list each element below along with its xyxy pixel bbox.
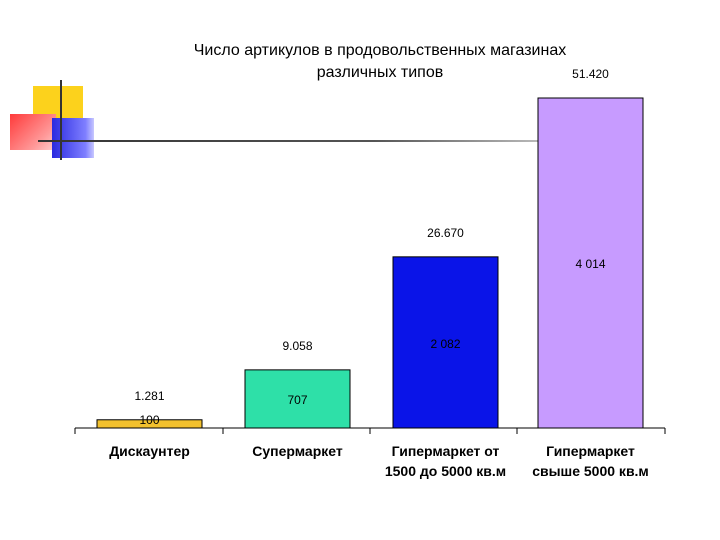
bar-4 (537, 97, 644, 429)
category-label-4-line-2: свыше 5000 кв.м (532, 463, 649, 479)
chart-title-line-2: различных типов (316, 64, 444, 81)
value-label-2: 9.058 (282, 339, 312, 353)
bar-3 (392, 256, 499, 429)
category-label-2-line-1: Супермаркет (252, 443, 343, 459)
value-label-3: 26.670 (427, 226, 464, 240)
inner-label-1: 100 (139, 413, 159, 427)
deco-blue-square (52, 118, 94, 158)
bar-2 (244, 369, 351, 429)
inner-label-4: 4 014 (575, 257, 605, 271)
category-label-3-line-2: 1500 до 5000 кв.м (385, 463, 506, 479)
inner-label-2: 707 (287, 393, 307, 407)
value-label-4: 51.420 (572, 67, 609, 81)
deco-red-square (10, 114, 56, 150)
inner-label-3: 2 082 (430, 337, 460, 351)
chart-title-line-1: Число артикулов в продовольственных мага… (193, 42, 567, 59)
deco-horizontal-line (38, 140, 598, 142)
deco-vertical-line (60, 80, 62, 160)
value-label-1: 1.281 (134, 389, 164, 403)
category-label-4-line-1: Гипермаркет (546, 443, 635, 459)
category-label-1-line-1: Дискаунтер (109, 443, 190, 459)
category-label-3-line-1: Гипермаркет от (392, 443, 500, 459)
